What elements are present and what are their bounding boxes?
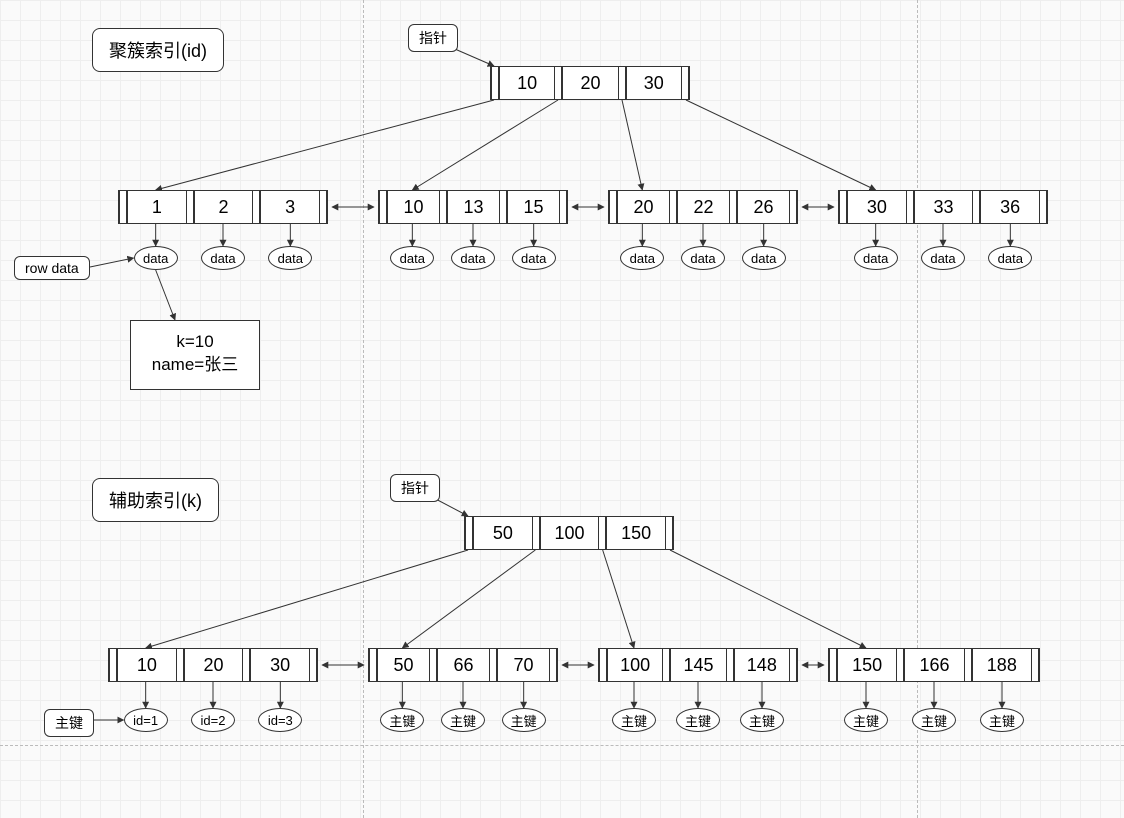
s1-data-0-2: data bbox=[268, 246, 312, 270]
s1-leaf-1-cell-0: 10 bbox=[387, 191, 439, 223]
s1-leaf-1: 101315 bbox=[378, 190, 568, 224]
s2-leaf-0: 102030 bbox=[108, 648, 318, 682]
s1-root-cell-2: 30 bbox=[626, 67, 681, 99]
s1-data-2-0: data bbox=[620, 246, 664, 270]
pointer-label-1: 指针 bbox=[408, 24, 458, 52]
clustered-index-title: 聚簇索引(id) bbox=[92, 28, 224, 72]
s1-leaf-2-cell-2: 26 bbox=[737, 191, 789, 223]
s2-val-3-0: 主键 bbox=[844, 708, 888, 732]
primary-key-label: 主键 bbox=[44, 709, 94, 737]
s2-val-3-2: 主键 bbox=[980, 708, 1024, 732]
s1-data-3-0: data bbox=[854, 246, 898, 270]
s1-data-0-1: data bbox=[201, 246, 245, 270]
s1-leaf-0-cell-0: 1 bbox=[127, 191, 186, 223]
s1-data-2-2: data bbox=[742, 246, 786, 270]
s1-root: 1020 30 bbox=[490, 66, 690, 100]
s1-leaf-0: 123 bbox=[118, 190, 328, 224]
s2-leaf-1-cell-1: 66 bbox=[437, 649, 489, 681]
s2-val-2-0: 主键 bbox=[612, 708, 656, 732]
s2-leaf-2-cell-2: 148 bbox=[734, 649, 789, 681]
s2-leaf-0-cell-2: 30 bbox=[250, 649, 309, 681]
s2-val-0-1: id=2 bbox=[191, 708, 235, 732]
s1-data-3-1: data bbox=[921, 246, 965, 270]
s2-leaf-2-cell-1: 145 bbox=[670, 649, 725, 681]
s2-root: 50100150 bbox=[464, 516, 674, 550]
s1-leaf-1-cell-1: 13 bbox=[447, 191, 499, 223]
s2-root-cell-2: 150 bbox=[606, 517, 665, 549]
s2-leaf-0-cell-1: 20 bbox=[184, 649, 243, 681]
s1-leaf-2-cell-0: 20 bbox=[617, 191, 669, 223]
s1-data-1-2: data bbox=[512, 246, 556, 270]
s1-leaf-0-cell-1: 2 bbox=[194, 191, 253, 223]
s2-leaf-3: 150166 188 bbox=[828, 648, 1040, 682]
s1-data-1-1: data bbox=[451, 246, 495, 270]
s1-leaf-3-cell-0: 30 bbox=[847, 191, 906, 223]
s2-val-1-2: 主键 bbox=[502, 708, 546, 732]
s1-data-3-2: data bbox=[988, 246, 1032, 270]
secondary-index-title: 辅助索引(k) bbox=[92, 478, 219, 522]
s1-data-2-1: data bbox=[681, 246, 725, 270]
s1-leaf-3-cell-1: 33 bbox=[914, 191, 973, 223]
s1-data-1-0: data bbox=[390, 246, 434, 270]
s2-root-cell-0: 50 bbox=[473, 517, 532, 549]
s2-leaf-1: 506670 bbox=[368, 648, 558, 682]
s1-data-0-0: data bbox=[134, 246, 178, 270]
s1-root-cell-1: 20 bbox=[562, 67, 617, 99]
s1-leaf-2: 202226 bbox=[608, 190, 798, 224]
s2-leaf-2: 100145 148 bbox=[598, 648, 798, 682]
s2-leaf-1-cell-2: 70 bbox=[497, 649, 549, 681]
s1-leaf-3: 303336 bbox=[838, 190, 1048, 224]
s2-val-1-0: 主键 bbox=[380, 708, 424, 732]
s1-leaf-1-cell-2: 15 bbox=[507, 191, 559, 223]
s2-leaf-3-cell-2: 188 bbox=[972, 649, 1031, 681]
row-detail-box: k=10 name=张三 bbox=[130, 320, 260, 390]
s2-val-2-2: 主键 bbox=[740, 708, 784, 732]
s2-val-0-0: id=1 bbox=[124, 708, 168, 732]
s1-leaf-0-cell-2: 3 bbox=[260, 191, 319, 223]
s2-val-3-1: 主键 bbox=[912, 708, 956, 732]
s2-val-2-1: 主键 bbox=[676, 708, 720, 732]
s2-val-1-1: 主键 bbox=[441, 708, 485, 732]
s1-leaf-2-cell-1: 22 bbox=[677, 191, 729, 223]
s2-leaf-3-cell-1: 166 bbox=[904, 649, 963, 681]
pointer-label-2: 指针 bbox=[390, 474, 440, 502]
s1-root-cell-0: 10 bbox=[499, 67, 554, 99]
s1-leaf-3-cell-2: 36 bbox=[980, 191, 1039, 223]
row-data-label: row data bbox=[14, 256, 90, 280]
s2-leaf-3-cell-0: 150 bbox=[837, 649, 896, 681]
s2-leaf-1-cell-0: 50 bbox=[377, 649, 429, 681]
s2-root-cell-1: 100 bbox=[540, 517, 599, 549]
s2-val-0-2: id=3 bbox=[258, 708, 302, 732]
s2-leaf-0-cell-0: 10 bbox=[117, 649, 176, 681]
s2-leaf-2-cell-0: 100 bbox=[607, 649, 662, 681]
